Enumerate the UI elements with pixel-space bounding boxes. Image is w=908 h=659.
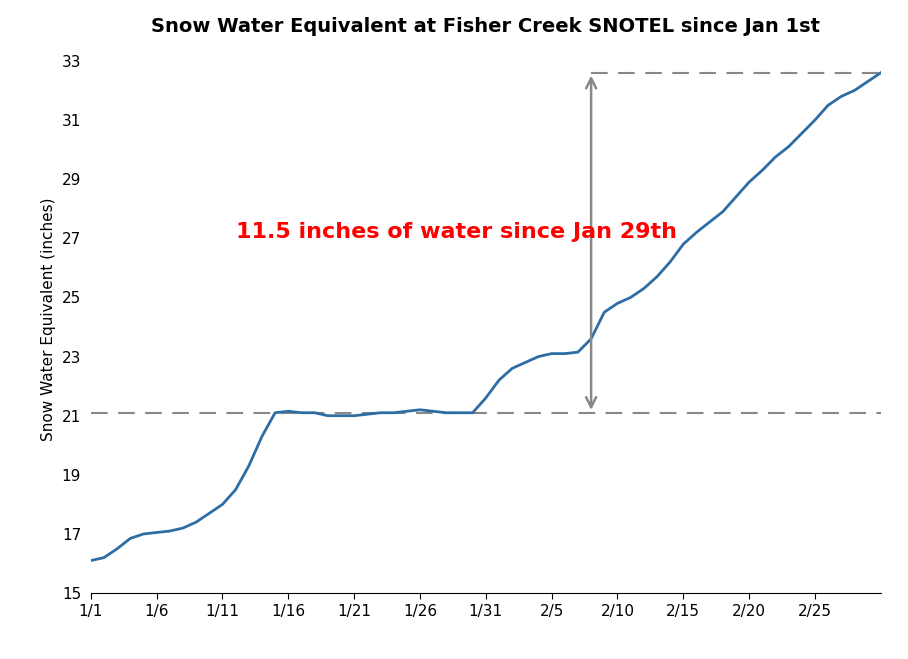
Title: Snow Water Equivalent at Fisher Creek SNOTEL since Jan 1st: Snow Water Equivalent at Fisher Creek SN… xyxy=(152,17,820,36)
Y-axis label: Snow Water Equivalent (inches): Snow Water Equivalent (inches) xyxy=(41,198,56,442)
Text: 11.5 inches of water since Jan 29th: 11.5 inches of water since Jan 29th xyxy=(236,222,676,243)
